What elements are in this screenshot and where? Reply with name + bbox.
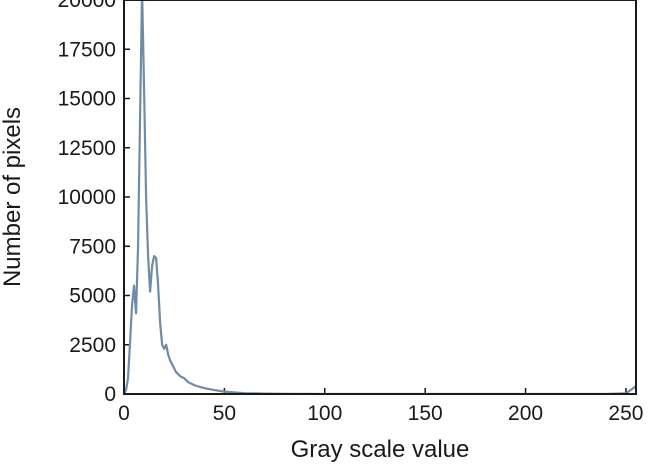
x-tick-label: 100	[307, 402, 342, 425]
plot-frame	[123, 0, 637, 395]
x-axis-label: Gray scale value	[291, 436, 470, 463]
x-tick-label: 150	[408, 402, 443, 425]
y-tick-label: 0	[104, 383, 116, 406]
y-axis-label: Number of pixels	[0, 107, 26, 287]
y-tick-label: 17500	[58, 38, 116, 61]
y-tick-label: 20000	[58, 0, 116, 12]
y-tick-label: 12500	[58, 137, 116, 160]
y-tick-label: 7500	[69, 235, 116, 258]
x-tick-label: 50	[213, 402, 236, 425]
y-tick-label: 10000	[58, 186, 116, 209]
y-tick-label: 5000	[69, 285, 116, 308]
y-tick-label: 15000	[58, 88, 116, 111]
y-tick-label: 2500	[69, 334, 116, 357]
x-tick-label: 0	[118, 402, 130, 425]
x-tick-label: 200	[508, 402, 543, 425]
x-tick-label: 250	[608, 402, 643, 425]
histogram-line	[124, 0, 636, 394]
